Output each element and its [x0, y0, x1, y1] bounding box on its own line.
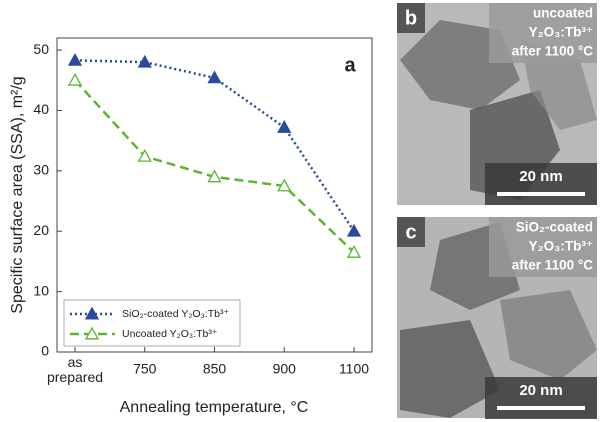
caption-line: after 1100 °C	[512, 258, 593, 273]
data-point	[346, 245, 362, 258]
x-tick-label: 750	[133, 361, 157, 377]
caption-box	[489, 3, 597, 63]
x-tick-label: 900	[273, 361, 297, 377]
panel-label-box	[397, 3, 425, 33]
x-tick-label: 1100	[339, 361, 369, 377]
x-tick-label: 850	[203, 361, 227, 377]
y-tick-label: 20	[33, 222, 49, 238]
caption-line: Y₂O₃:Tb³⁺	[529, 25, 593, 40]
scale-box	[485, 377, 597, 419]
data-point	[207, 169, 222, 183]
x-axis-label: Annealing temperature, °C	[120, 399, 309, 416]
particle	[400, 320, 500, 418]
scale-bar	[497, 192, 585, 196]
particle	[500, 290, 597, 380]
legend-label: SiO₂-coated Y₂O₃:Tb³⁺	[122, 308, 229, 320]
legend-marker	[84, 326, 100, 340]
legend-marker	[84, 306, 100, 320]
data-point	[277, 178, 292, 192]
caption-line: SiO₂-coated	[516, 220, 593, 235]
y-tick-label: 10	[33, 282, 49, 298]
data-point	[277, 120, 292, 133]
panel-label: a	[344, 54, 356, 76]
series-line	[74, 79, 355, 254]
data-point	[346, 223, 362, 237]
panel-label-box	[397, 217, 425, 247]
data-point	[67, 53, 83, 66]
y-tick-label: 50	[33, 41, 49, 57]
caption-line: after 1100 °C	[512, 44, 593, 59]
scale-label: 20 nm	[519, 168, 562, 185]
caption-line: uncoated	[533, 6, 593, 21]
y-axis-label: Specific surface area (SSA), m²/g	[9, 76, 26, 313]
scale-bar	[497, 406, 585, 410]
panel-label: b	[405, 7, 417, 29]
scale-label: 20 nm	[519, 382, 562, 399]
data-point	[137, 54, 152, 68]
caption-line: Y₂O₃:Tb³⁺	[529, 239, 593, 254]
data-point	[207, 70, 222, 84]
data-point	[67, 72, 83, 86]
y-tick-label: 40	[33, 101, 49, 117]
y-tick-label: 30	[33, 162, 49, 178]
legend-label: Uncoated Y₂O₃:Tb³⁺	[122, 328, 217, 340]
caption-box	[489, 217, 597, 277]
x-tick-label: as prepared	[47, 354, 103, 385]
panel-label: c	[405, 221, 416, 243]
data-point	[137, 149, 152, 162]
y-tick-label: 0	[41, 343, 49, 359]
scale-box	[485, 163, 597, 205]
series-line	[74, 59, 356, 232]
